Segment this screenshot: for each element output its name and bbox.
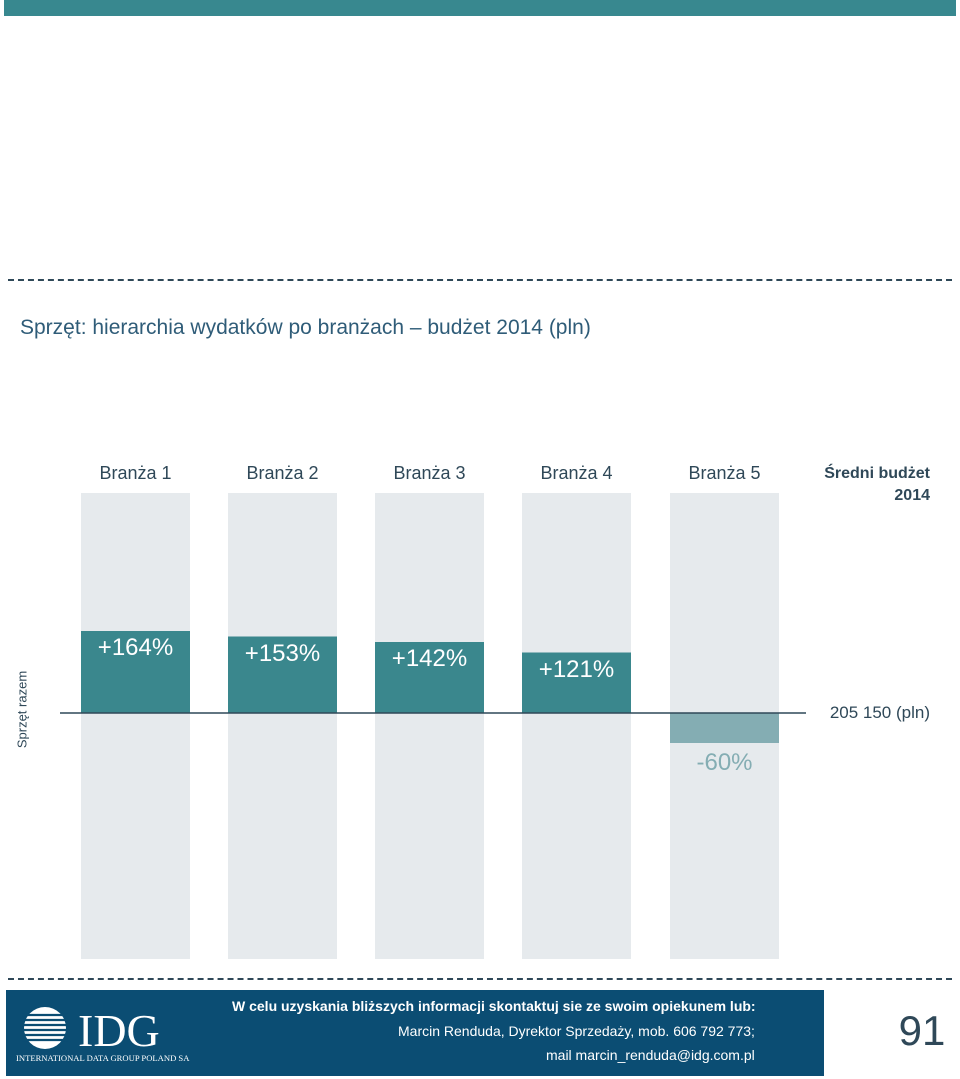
footer-contact-person: Marcin Renduda, Dyrektor Sprzedaży, mob.… <box>398 1023 755 1039</box>
average-budget-value: 205 150 (pln) <box>829 703 930 722</box>
bar <box>81 631 190 713</box>
bar <box>522 652 631 713</box>
row-label: Sprzęt razem <box>14 670 30 749</box>
data-label: +121% <box>538 655 615 683</box>
data-label: -60% <box>696 749 753 776</box>
data-label: +164% <box>97 634 174 661</box>
top-dashed-divider <box>8 279 952 281</box>
svg-text:INTERNATIONAL DATA GROUP POLAN: INTERNATIONAL DATA GROUP POLAND SA <box>16 1053 190 1063</box>
idg-logo: IDG INTERNATIONAL DATA GROUP POLAND SA <box>16 1005 190 1063</box>
bar <box>228 636 337 713</box>
column-background <box>228 493 337 959</box>
data-label: +153% <box>244 639 321 667</box>
svg-text:IDG: IDG <box>78 1005 160 1056</box>
top-accent-bar <box>4 0 956 16</box>
column-background <box>375 493 484 959</box>
bar <box>670 713 779 743</box>
data-label: +142% <box>391 645 468 672</box>
footer-contact-email: mail marcin_renduda@idg.com.pl <box>546 1047 755 1063</box>
chart-title: Sprzęt: hierarchia wydatków po branżach … <box>20 316 591 339</box>
column-background <box>522 493 631 959</box>
category-label: Branża 2 <box>246 463 319 483</box>
column-background <box>81 493 190 959</box>
category-label: Branża 5 <box>688 463 761 483</box>
average-budget-header: Średni budżet 2014 <box>824 465 930 504</box>
footer-contact-heading: W celu uzyskania bliższych informacji sk… <box>232 998 756 1014</box>
footer-banner <box>6 990 824 1076</box>
category-label: Branża 1 <box>99 463 172 483</box>
category-label: Branża 3 <box>393 463 466 483</box>
page-number: 91 <box>898 1007 946 1054</box>
category-label: Branża 4 <box>540 463 613 483</box>
bar <box>375 642 484 713</box>
bottom-dashed-divider <box>8 978 952 980</box>
